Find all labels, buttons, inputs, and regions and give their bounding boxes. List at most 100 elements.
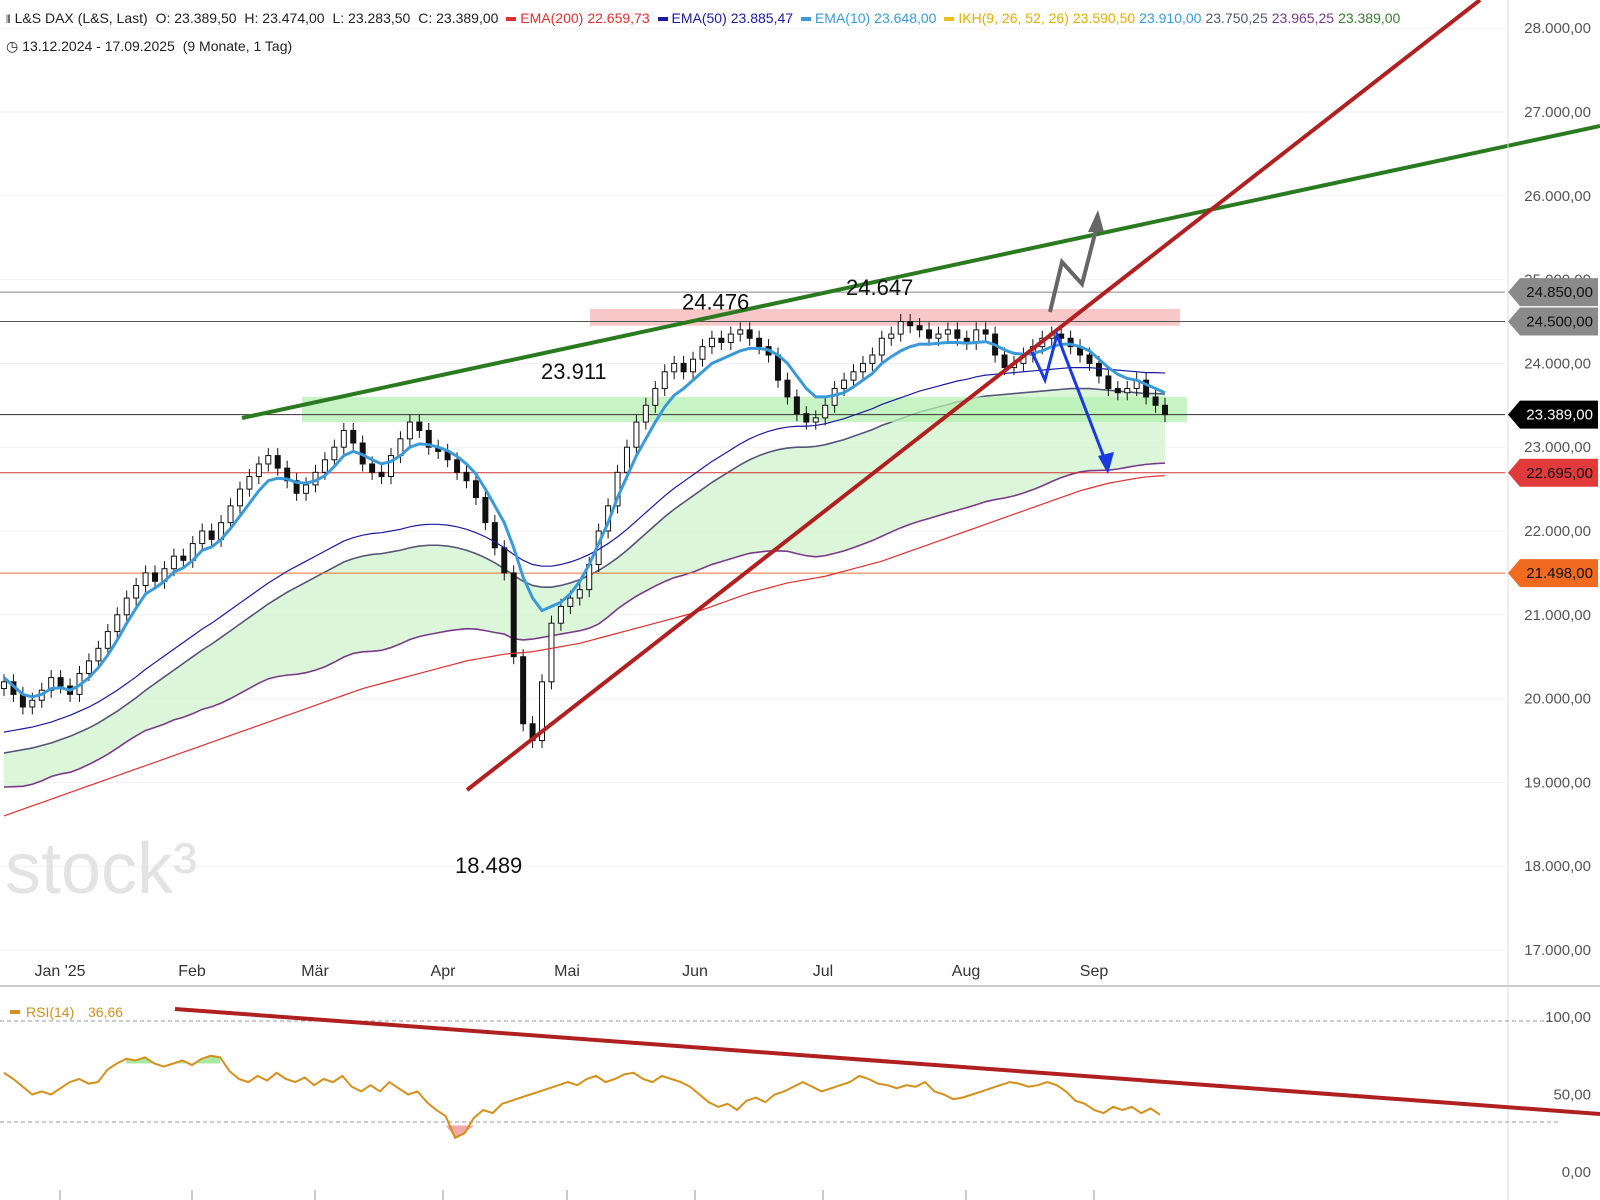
- candle-body: [293, 480, 300, 494]
- x-axis: Jan '25 Feb Mär Apr Mai Jun Jul Aug Sep: [34, 963, 1108, 1200]
- candle-body: [388, 455, 394, 478]
- candle-body: [718, 337, 725, 343]
- candle-body: [548, 622, 555, 683]
- bear-arrow-head: [1098, 452, 1114, 474]
- ema10-swatch: [800, 17, 811, 22]
- candle-body: [699, 346, 706, 360]
- clock-icon: ◷: [6, 38, 19, 54]
- close-value: C: 23.389,00: [418, 10, 499, 26]
- ikh-value-3: 23.750,25: [1205, 10, 1268, 26]
- candle-body: [652, 388, 659, 406]
- candle-body: [1105, 375, 1112, 390]
- senkou-b-line: [3, 462, 1166, 788]
- ikh-value-1: 23.590,50: [1072, 10, 1136, 26]
- candle-body: [727, 333, 734, 343]
- y-tick-label: 23.000,00: [1524, 439, 1591, 456]
- legend-row-1: ⫴ L&S DAX (L&S, Last) O: 23.389,50 H: 23.…: [6, 10, 1404, 27]
- candle-body: [623, 446, 630, 473]
- price-tag: [1508, 307, 1598, 336]
- legend-row-2: ◷ 13.12.2024 - 17.09.2025 (9 Monate, 1 Ta…: [6, 38, 296, 55]
- candle-body: [378, 471, 385, 478]
- ema50-line: [3, 366, 1166, 733]
- candle-body: [114, 614, 121, 633]
- rsi-pane: RSI(14) 36,66 100,00 50,00 0,00: [0, 1004, 1600, 1181]
- candle-body: [775, 354, 781, 381]
- candle-body: [944, 329, 951, 335]
- bear-scenario-arrow: [1030, 330, 1107, 461]
- candle-body: [1001, 354, 1008, 369]
- candle-body: [850, 371, 857, 381]
- candle-body: [472, 480, 479, 498]
- candle-body: [1067, 337, 1074, 348]
- candlesticks: [1, 313, 1168, 749]
- candle-body: [104, 631, 111, 649]
- candle-body: [661, 371, 668, 390]
- candle-body: [199, 530, 206, 545]
- trend-line-green[interactable]: [241, 124, 1600, 420]
- bull-scenario-arrow: [1048, 221, 1100, 313]
- candle-body: [793, 396, 800, 415]
- x-tick-label: Apr: [431, 963, 457, 980]
- ema10-line: [3, 340, 1166, 699]
- grid-lines: [0, 27, 1505, 951]
- candle-body: [557, 605, 564, 624]
- candle-body: [954, 329, 961, 339]
- candle-body: [737, 329, 744, 335]
- candle-body: [1095, 362, 1102, 377]
- candles-icon: ⫴: [6, 14, 11, 26]
- candle-body: [756, 337, 763, 348]
- price-tag-text: 22.695,00: [1526, 465, 1593, 482]
- price-tag-text: 21.498,00: [1526, 565, 1593, 582]
- annotation-label: 18.489: [455, 853, 522, 878]
- candle-body: [123, 597, 130, 616]
- price-tag-text: 24.850,00: [1526, 284, 1593, 301]
- y-tick-label: 17.000,00: [1524, 942, 1591, 959]
- ema50-value: 23.885,47: [730, 10, 794, 26]
- rsi-tick-label: 0,00: [1562, 1164, 1591, 1181]
- price-tag: [1508, 458, 1598, 487]
- open-value: O: 23.389,50: [155, 10, 237, 26]
- candle-body: [907, 321, 914, 327]
- x-tick-label: Jun: [682, 963, 708, 980]
- rsi-label: RSI(14): [26, 1004, 74, 1020]
- candle-body: [227, 505, 234, 524]
- y-tick-label: 28.000,00: [1524, 20, 1591, 37]
- ikh-value-2: 23.910,00: [1139, 10, 1202, 26]
- instrument-name: L&S DAX (L&S, Last): [14, 10, 148, 26]
- candle-body: [416, 421, 423, 431]
- candle-body: [142, 572, 149, 586]
- price-annotations: 24.476 24.647 23.911 18.489: [455, 275, 913, 878]
- ichimoku-cloud: [3, 387, 1166, 788]
- candle-body: [180, 555, 187, 561]
- candle-body: [246, 476, 253, 490]
- candle-body: [95, 647, 102, 662]
- candle-body: [133, 584, 140, 599]
- candle-body: [567, 597, 574, 607]
- candle-body: [331, 446, 338, 461]
- ikh-swatch: [944, 17, 955, 22]
- candle-body: [869, 354, 876, 364]
- candle-body: [784, 379, 791, 398]
- candle-body: [491, 522, 498, 549]
- candle-body: [340, 429, 347, 448]
- ema10-value: 23.648,00: [874, 10, 937, 26]
- candle-body: [463, 471, 470, 482]
- ema50-label: EMA(50): [671, 10, 727, 26]
- y-tick-label: 24.000,00: [1524, 355, 1591, 372]
- ikh-value-5: 23.389,00: [1338, 10, 1401, 26]
- annotation-label: 23.911: [541, 359, 607, 384]
- y-tick-label: 27.000,00: [1524, 104, 1591, 121]
- candle-body: [1124, 388, 1131, 394]
- candle-body: [916, 325, 923, 331]
- support-zone: [302, 396, 1187, 423]
- rsi-trend-line[interactable]: [174, 1007, 1600, 1116]
- y-tick-label: 22.000,00: [1524, 523, 1591, 540]
- ikh-value-4: 23.965,25: [1271, 10, 1335, 26]
- candle-body: [152, 572, 159, 582]
- low-value: L: 23.283,50: [332, 10, 411, 26]
- x-tick-label: Mär: [301, 963, 329, 980]
- trend-line-red[interactable]: [465, 0, 1482, 792]
- ema200-line: [3, 475, 1166, 817]
- candle-body: [57, 677, 64, 687]
